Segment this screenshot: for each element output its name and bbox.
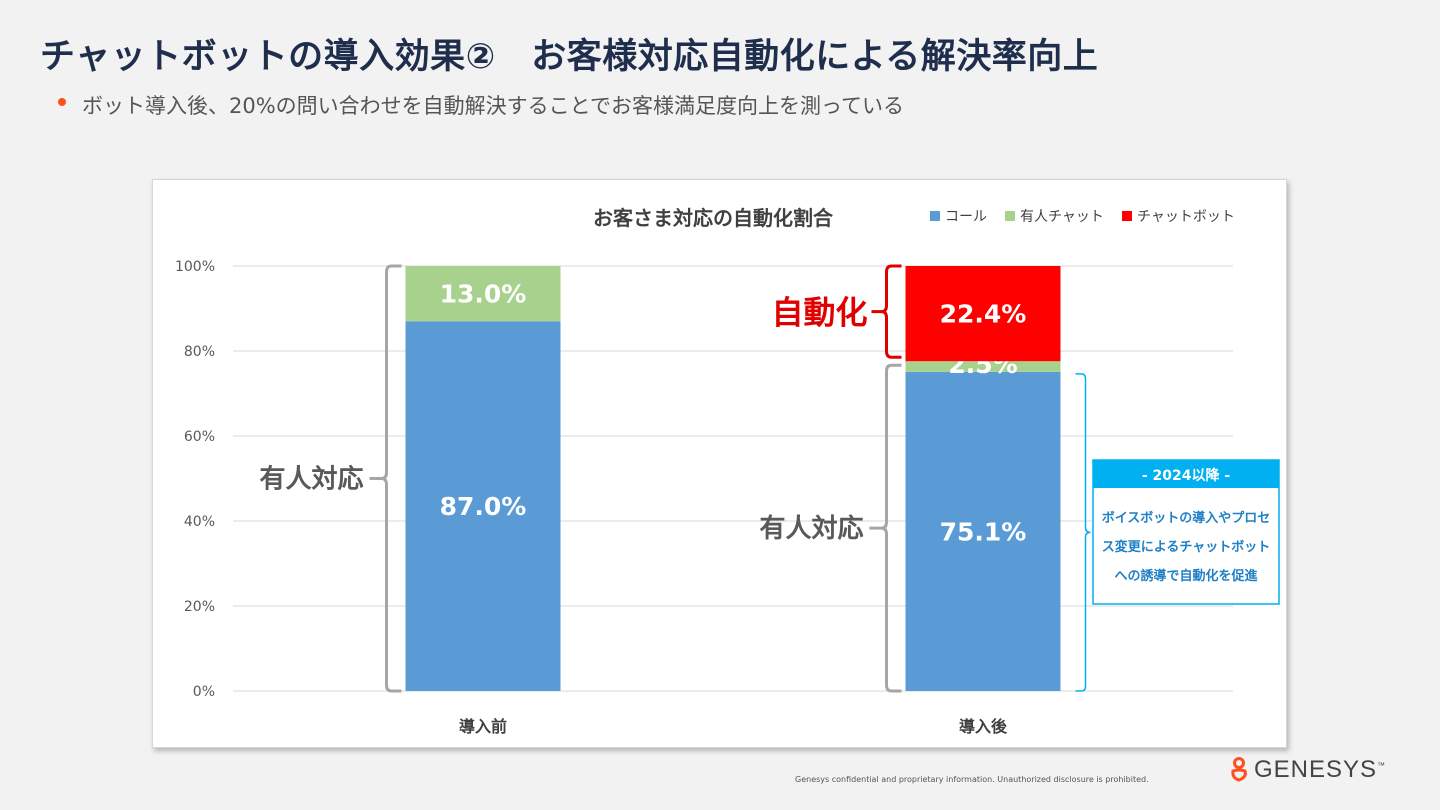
bullet-text: ボット導入後、20%の問い合わせを自動解決することでお客様満足度向上を測っている bbox=[82, 94, 904, 118]
bar-2-series-3 bbox=[905, 266, 1061, 362]
bullet-dot bbox=[58, 98, 66, 106]
bar-1-series-1 bbox=[405, 321, 561, 691]
data-label: 22.4% bbox=[940, 300, 1027, 329]
y-tick-label: 20% bbox=[184, 599, 215, 615]
legend-swatch-3 bbox=[1122, 211, 1132, 221]
data-label: 13.0% bbox=[440, 280, 527, 309]
chart-title: お客さま対応の自動化割合 bbox=[593, 206, 834, 230]
bar-1-series-2 bbox=[405, 266, 561, 322]
bracket-automation bbox=[881, 264, 902, 359]
callout-header bbox=[1093, 460, 1279, 488]
genesys-logo: GENESYS™ bbox=[1230, 756, 1386, 784]
y-tick-label: 40% bbox=[184, 514, 215, 530]
bar-2-series-2 bbox=[905, 361, 1061, 372]
annotation-automation: 自動化 bbox=[771, 294, 867, 332]
page-title: チャットボットの導入効果② お客様対応自動化による解決率向上 bbox=[40, 37, 1099, 77]
y-tick-label: 0% bbox=[193, 684, 215, 700]
callout-line-1: ボイスボットの導入やプロセ bbox=[1102, 510, 1271, 526]
y-tick-label: 100% bbox=[175, 259, 215, 275]
annotation-human-before: 有人対応 bbox=[259, 464, 363, 495]
annotation-human-after: 有人対応 bbox=[759, 513, 863, 544]
bar-2-series-1 bbox=[905, 371, 1061, 691]
legend-label-2: 有人チャット bbox=[1020, 209, 1104, 225]
genesys-logo-text: GENESYS™ bbox=[1254, 756, 1387, 783]
bracket-human-before bbox=[381, 264, 402, 693]
x-category-label: 導入後 bbox=[959, 717, 1008, 736]
genesys-logo-icon bbox=[1231, 757, 1247, 782]
legend-swatch-1 bbox=[930, 211, 940, 221]
callout-line-2: ス変更によるチャットボット bbox=[1102, 539, 1270, 555]
y-tick-label: 60% bbox=[184, 429, 215, 445]
legend-swatch-2 bbox=[1005, 211, 1015, 221]
data-label: 75.1% bbox=[940, 517, 1027, 546]
y-tick-label: 80% bbox=[184, 344, 215, 360]
callout-title: - 2024以降 - bbox=[1142, 467, 1231, 484]
chart-panel: お客さま対応の自動化割合 コール 有人チャット チャットボット 0% 20% 40% 60% 8… bbox=[152, 179, 1287, 748]
confidentiality-note: Genesys confidential and proprietary inf… bbox=[795, 775, 1149, 784]
stacked-bar-chart: お客さま対応の自動化割合 コール 有人チャット チャットボット 0% 20% 40% 60% 8… bbox=[175, 206, 1280, 736]
bracket-human-after bbox=[881, 363, 902, 693]
bracket-call-after bbox=[1075, 373, 1091, 692]
x-category-label: 導入前 bbox=[459, 717, 507, 736]
legend-label-1: コール bbox=[945, 209, 987, 225]
data-label: 87.0% bbox=[440, 492, 527, 521]
callout-line-3: への誘導で自動化を促進 bbox=[1114, 568, 1257, 584]
legend-label-3: チャットボット bbox=[1137, 209, 1235, 225]
